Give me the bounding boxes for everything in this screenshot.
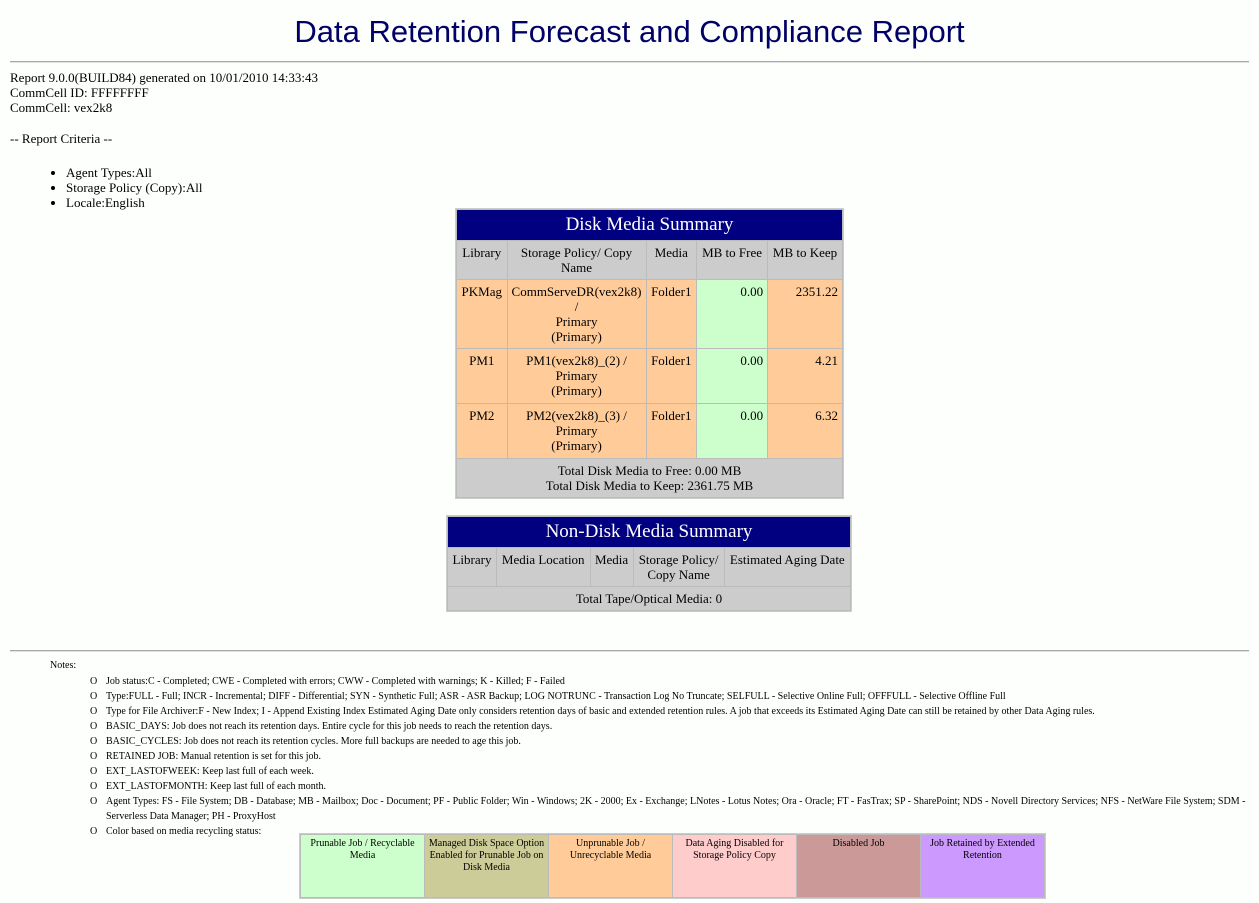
mb-free-cell: 0.00 [697, 349, 768, 403]
report-info: Report 9.0.0(BUILD84) generated on 10/01… [10, 70, 318, 115]
table-title: Non-Disk Media Summary [448, 517, 850, 547]
legend-cell: Unprunable Job / Unrecyclable Media [549, 835, 672, 897]
non-disk-media-summary-table: Non-Disk Media Summary Library Media Loc… [446, 515, 852, 612]
policy-cell: PM1(vex2k8)_(2) / Primary (Primary) [507, 349, 646, 403]
col-header: Library [448, 548, 496, 586]
notes-label: Notes: [50, 660, 77, 671]
note-item: O Type:FULL - Full; INCR - Incremental; D… [90, 691, 1006, 702]
criteria-item: Agent Types:All [66, 165, 203, 180]
disk-media-summary-table: Disk Media Summary Library Storage Polic… [455, 208, 844, 499]
col-header: Estimated Aging Date [724, 548, 850, 586]
criteria-heading: -- Report Criteria -- [10, 131, 113, 146]
legend-cell: Job Retained by Extended Retention [921, 835, 1044, 897]
col-header: Storage Policy/ Copy Name [507, 241, 646, 279]
note-item: O Type for File Archiver:F - New Index; I… [90, 706, 1095, 717]
legend-cell: Disabled Job [797, 835, 920, 897]
color-legend-table: Prunable Job / Recyclable Media Managed … [299, 833, 1046, 899]
circle-bullet-icon: O [90, 781, 98, 792]
col-header: Library [457, 241, 507, 279]
legend-cell: Prunable Job / Recyclable Media [301, 835, 424, 897]
mb-free-cell: 0.00 [697, 280, 768, 348]
media-cell: Folder1 [646, 404, 697, 458]
library-cell: PKMag [457, 280, 507, 348]
report-line: Report 9.0.0(BUILD84) generated on 10/01… [10, 70, 318, 85]
criteria-item: Storage Policy (Copy):All [66, 180, 203, 195]
mb-keep-cell: 4.21 [768, 349, 842, 403]
note-item: O EXT_LASTOFWEEK: Keep last full of each … [90, 766, 314, 777]
note-item: O RETAINED JOB: Manual retention is set f… [90, 751, 322, 762]
circle-bullet-icon: O [90, 691, 98, 702]
circle-bullet-icon: O [90, 826, 98, 837]
mb-keep-cell: 6.32 [768, 404, 842, 458]
note-item: O BASIC_DAYS: Job does not reach its rete… [90, 721, 553, 732]
policy-cell: CommServeDR(vex2k8) / Primary (Primary) [507, 280, 646, 348]
library-cell: PM2 [457, 404, 507, 458]
mb-free-cell: 0.00 [697, 404, 768, 458]
col-header: Media Location [496, 548, 590, 586]
divider [10, 61, 1249, 63]
media-cell: Folder1 [646, 280, 697, 348]
page-title: Data Retention Forecast and Compliance R… [294, 14, 965, 49]
note-item: O Agent Types: FS - File System; DB - Dat… [90, 796, 1246, 822]
note-item: O EXT_LASTOFMONTH: Keep last full of each… [90, 781, 327, 792]
media-cell: Folder1 [646, 349, 697, 403]
note-item: O Job status:C - Completed; CWE - Complet… [90, 676, 565, 687]
col-header: Media [590, 548, 633, 586]
col-header: MB to Free [697, 241, 768, 279]
mb-keep-cell: 2351.22 [768, 280, 842, 348]
commcell-id: CommCell ID: FFFFFFFF [10, 85, 149, 100]
note-item: O Color based on media recycling status: [90, 826, 262, 837]
circle-bullet-icon: O [90, 751, 98, 762]
criteria-list: Agent Types:All Storage Policy (Copy):Al… [34, 165, 203, 210]
table-row: PM2 PM2(vex2k8)_(3) / Primary (Primary) Fo… [457, 404, 842, 458]
col-header: Storage Policy/ Copy Name [633, 548, 724, 586]
commcell-name: CommCell: vex2k8 [10, 100, 113, 115]
note-item: O BASIC_CYCLES: Job does not reach its re… [90, 736, 521, 747]
criteria-item: Locale:English [66, 195, 203, 210]
library-cell: PM1 [457, 349, 507, 403]
circle-bullet-icon: O [90, 721, 98, 732]
divider [10, 650, 1249, 652]
circle-bullet-icon: O [90, 736, 98, 747]
nondisk-total: Total Tape/Optical Media: 0 [448, 587, 850, 610]
circle-bullet-icon: O [90, 706, 98, 717]
legend-cell: Managed Disk Space Option Enabled for Pr… [425, 835, 548, 897]
legend-cell: Data Aging Disabled for Storage Policy C… [673, 835, 796, 897]
circle-bullet-icon: O [90, 766, 98, 777]
col-header: Media [646, 241, 697, 279]
disk-totals: Total Disk Media to Free: 0.00 MB Total D… [457, 459, 842, 497]
policy-cell: PM2(vex2k8)_(3) / Primary (Primary) [507, 404, 646, 458]
col-header: MB to Keep [768, 241, 842, 279]
notes-list: O Job status:C - Completed; CWE - Complet… [90, 674, 1250, 839]
table-row: PM1 PM1(vex2k8)_(2) / Primary (Primary) Fo… [457, 349, 842, 403]
circle-bullet-icon: O [90, 796, 98, 807]
table-title: Disk Media Summary [457, 210, 842, 240]
circle-bullet-icon: O [90, 676, 98, 687]
table-row: PKMag CommServeDR(vex2k8) / Primary (Prima… [457, 280, 842, 348]
